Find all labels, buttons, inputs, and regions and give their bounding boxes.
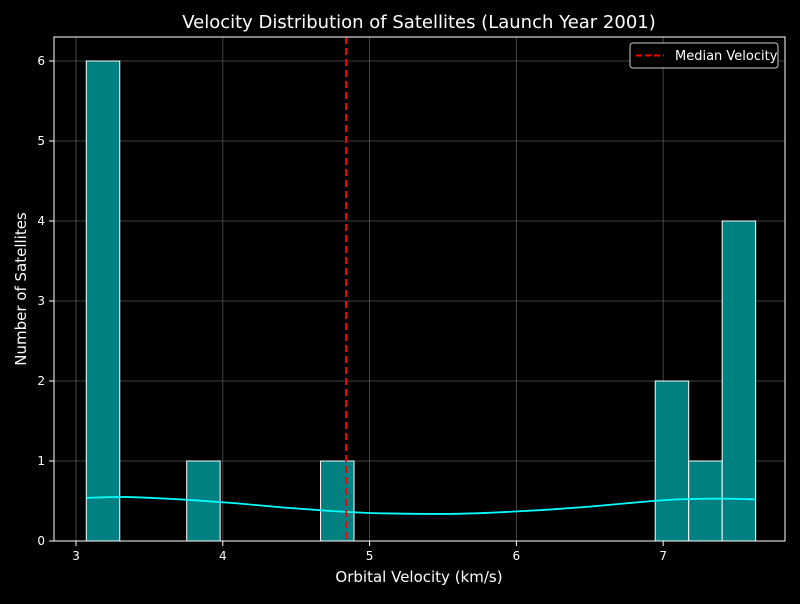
legend-box [629,42,779,69]
chart-title: Velocity Distribution of Satellites (Lau… [182,12,656,33]
x-tick-label: 5 [366,549,374,563]
histogram-bar-4 [688,460,723,542]
histogram-bar-0 [85,60,121,542]
grid-lines [54,37,785,542]
y-tick-label: 4 [37,214,45,228]
y-tick-label: 3 [37,294,45,308]
y-tick-label: 1 [37,454,45,468]
y-tick-label: 5 [37,134,45,148]
histogram-bars [85,60,757,542]
y-tick-label: 2 [37,374,45,388]
y-axis-label: Number of Satellites [12,212,30,366]
kde-curve-layer [86,496,756,515]
y-tick-label: 6 [37,54,45,68]
histogram-bar-5 [721,220,757,542]
legend-median-label: Median Velocity [675,49,778,64]
kde-curve [86,496,756,515]
x-tick-label: 4 [219,549,227,563]
y-tick-label: 0 [37,534,45,548]
x-tick-label: 6 [513,549,521,563]
axes: 3 4 5 6 7 0 1 2 3 4 5 6 [37,36,786,563]
x-tick-label: 3 [72,549,80,563]
legend: Median Velocity [629,42,779,69]
plot-frame [53,36,786,542]
histogram-bar-3 [654,380,690,542]
x-axis-label: Orbital Velocity (km/s) [335,568,502,586]
x-tick-label: 7 [659,549,667,563]
histogram-bar-2 [320,460,355,542]
